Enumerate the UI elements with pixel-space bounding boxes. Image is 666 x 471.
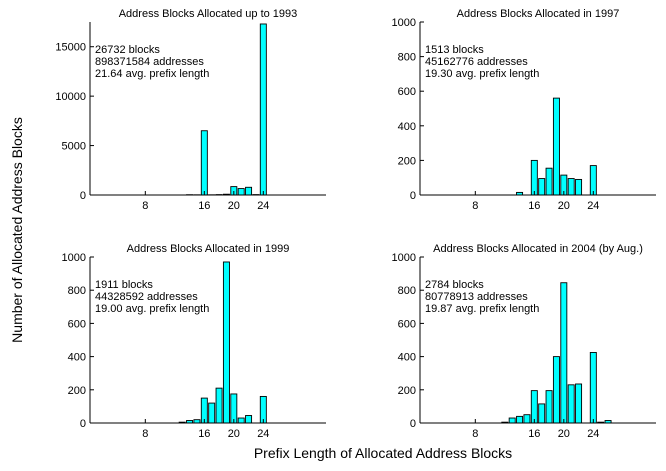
bar-prefix-21: [568, 179, 574, 195]
bar-prefix-18: [216, 388, 222, 423]
bar-prefix-17: [209, 403, 215, 423]
y-tick-label: 200: [398, 155, 416, 167]
y-tick-label: 1000: [392, 252, 416, 264]
panel-1997: Address Blocks Allocated in 1997 0 200 400 6…: [392, 8, 656, 212]
y-tick-label: 400: [398, 121, 416, 133]
y-tick-label: 1000: [392, 17, 416, 29]
y-tick-label: 0: [410, 418, 416, 430]
bar-prefix-15: [524, 415, 530, 423]
x-tick-label: 20: [558, 200, 570, 212]
x-tick-label: 8: [472, 200, 478, 212]
bar-prefix-13: [509, 418, 515, 423]
x-tick-label: 16: [528, 200, 540, 212]
panel-annotation: 45162776 addresses: [425, 56, 528, 68]
x-tick-label: 16: [198, 200, 210, 212]
x-tick-label: 20: [228, 200, 240, 212]
y-tick-label: 200: [398, 385, 416, 397]
y-tick-label: 800: [68, 285, 86, 297]
panel-annotation: 898371584 addresses: [95, 56, 204, 68]
panel-up-to-1993: Address Blocks Allocated up to 1993 0 5000…: [55, 8, 326, 212]
y-tick-label: 600: [398, 318, 416, 330]
x-tick-label: 24: [257, 428, 269, 440]
bar-prefix-21: [238, 189, 244, 195]
panel-title: Address Blocks Allocated in 2004 (by Aug…: [433, 243, 643, 255]
panel-annotation: 19.00 avg. prefix length: [95, 303, 209, 315]
bar-prefix-19: [553, 357, 559, 423]
y-tick-label: 600: [398, 86, 416, 98]
panel-annotation: 19.30 avg. prefix length: [425, 68, 539, 80]
bar-prefix-21: [238, 418, 244, 423]
bar-prefix-20: [231, 394, 237, 423]
x-tick-label: 20: [228, 428, 240, 440]
panel-annotation: 1513 blocks: [425, 44, 484, 56]
y-axis-label: Number of Allocated Address Blocks: [9, 117, 25, 343]
y-tick-label: 200: [68, 385, 86, 397]
bar-prefix-16: [201, 131, 207, 195]
panel-title: Address Blocks Allocated up to 1993: [119, 8, 298, 20]
x-tick-label: 20: [558, 428, 570, 440]
x-tick-label: 8: [142, 428, 148, 440]
bar-prefix-24: [590, 352, 596, 423]
x-tick-label: 24: [587, 428, 599, 440]
panel-annotation: 21.64 avg. prefix length: [95, 68, 209, 80]
bar-prefix-22: [246, 187, 252, 195]
bar-prefix-22: [246, 416, 252, 423]
panel-annotation: 1911 blocks: [95, 279, 153, 291]
y-tick-label: 400: [398, 352, 416, 364]
x-tick-label: 16: [528, 428, 540, 440]
panel-annotation: 19.87 avg. prefix length: [425, 303, 539, 315]
panel-title: Address Blocks Allocated in 1997: [457, 8, 620, 20]
bar-prefix-22: [576, 179, 582, 195]
y-tick-label: 0: [410, 190, 416, 202]
bar-prefix-17: [539, 179, 545, 195]
y-tick-label: 1000: [62, 252, 86, 264]
x-tick-label: 16: [198, 428, 210, 440]
bar-prefix-14: [517, 416, 523, 423]
bar-prefix-17: [539, 404, 545, 423]
panel-annotation: 44328592 addresses: [95, 291, 198, 303]
y-tick-label: 15000: [55, 42, 86, 54]
bar-prefix-18: [546, 168, 552, 195]
bar-prefix-22: [576, 384, 582, 423]
y-tick-label: 800: [398, 285, 416, 297]
bar-prefix-18: [546, 391, 552, 423]
bar-prefix-24: [260, 24, 266, 195]
bar-prefix-19: [553, 98, 559, 195]
panel-2004: Address Blocks Allocated in 2004 (by Aug…: [392, 243, 656, 440]
panel-title: Address Blocks Allocated in 1999: [127, 243, 290, 255]
y-tick-label: 400: [68, 352, 86, 364]
bar-prefix-16: [531, 391, 537, 423]
x-tick-label: 24: [257, 200, 269, 212]
x-tick-label: 24: [587, 200, 599, 212]
x-tick-label: 8: [142, 200, 148, 212]
y-tick-label: 5000: [62, 141, 86, 153]
panel-annotation: 26732 blocks: [95, 44, 160, 56]
y-tick-label: 0: [80, 418, 86, 430]
panel-annotation: 2784 blocks: [425, 279, 484, 291]
bar-prefix-19: [223, 262, 229, 423]
bar-prefix-16: [531, 160, 537, 195]
bar-prefix-24: [590, 166, 596, 195]
y-tick-label: 600: [68, 318, 86, 330]
panel-1999: Address Blocks Allocated in 1999 0 200 400 6…: [62, 243, 326, 440]
y-tick-label: 10000: [55, 91, 86, 103]
y-tick-label: 0: [80, 190, 86, 202]
x-axis-label: Prefix Length of Allocated Address Block…: [254, 445, 512, 461]
panel-annotation: 80778913 addresses: [425, 291, 528, 303]
y-tick-label: 800: [398, 52, 416, 64]
bar-prefix-20: [561, 283, 567, 423]
bar-prefix-21: [568, 385, 574, 423]
x-tick-label: 8: [472, 428, 478, 440]
